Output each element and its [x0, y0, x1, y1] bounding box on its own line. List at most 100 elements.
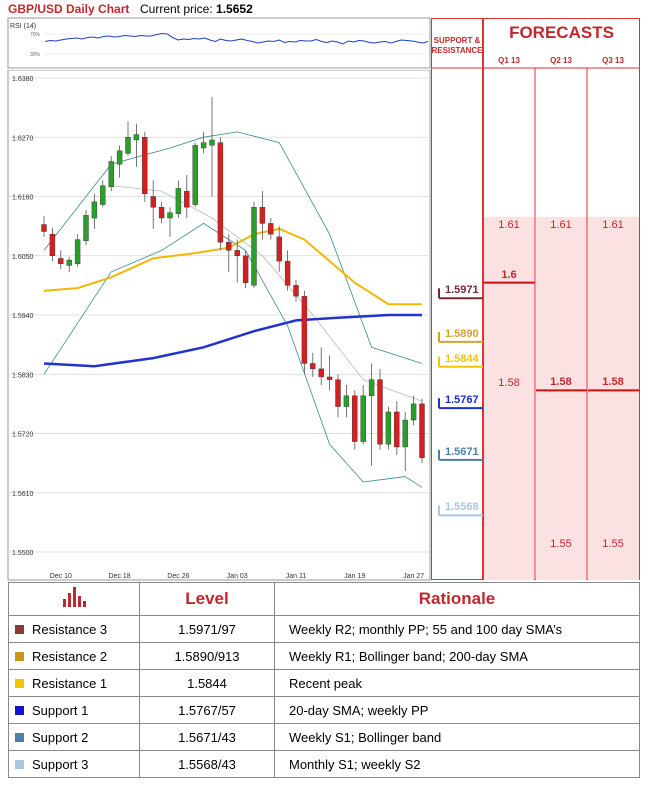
sr-level-label: 1.5844	[445, 352, 479, 365]
candle-body	[192, 145, 198, 205]
candle	[251, 201, 257, 289]
forecasts-graphic	[483, 18, 640, 580]
candle	[66, 256, 72, 272]
candle-body	[251, 207, 257, 286]
candle	[352, 390, 358, 450]
rsi-label: RSI (14)	[10, 23, 36, 30]
forecast-quarter-label: Q3 13	[602, 56, 624, 65]
sma-200-line	[43, 313, 422, 368]
x-tick-label: Dec 26	[167, 573, 189, 580]
level-name: Support 2	[32, 729, 89, 745]
forecast-mid-value: 1.6	[501, 268, 517, 281]
forecast-mid-value: 1.58	[602, 376, 624, 389]
forecasts-panel: FORECASTS Q1 13 1.61 1.6 1.58 Q2 13 1.61 1.58 1…	[483, 18, 640, 580]
candle	[158, 201, 165, 224]
candle-body	[175, 188, 182, 214]
forecast-range-band	[588, 216, 639, 580]
level-value: 1.5568/43	[139, 750, 275, 778]
candle-body	[100, 185, 106, 205]
candle-body	[377, 379, 383, 445]
candle	[343, 385, 350, 418]
candle	[49, 227, 56, 262]
y-tick-label: 1.5830	[12, 372, 34, 379]
x-tick-label: Jan 03	[227, 573, 248, 580]
candle	[175, 180, 182, 219]
candle-body	[343, 395, 350, 407]
candle-body	[310, 363, 316, 370]
level-rationale: Recent peak	[274, 669, 640, 697]
rsi-tick-low: 30%	[30, 52, 41, 58]
candle	[335, 374, 341, 418]
y-tick-label: 1.5500	[12, 550, 34, 557]
forecast-low-value: 1.55	[602, 538, 624, 550]
candle	[385, 406, 392, 450]
candle	[209, 96, 215, 197]
level-value: 1.5671/43	[139, 723, 275, 751]
level-value: 1.5844	[139, 669, 275, 697]
level-row: Resistance 1 1.5844 Recent peak	[8, 669, 640, 697]
bar-chart-icon	[8, 582, 140, 616]
y-tick-label: 1.5720	[12, 432, 34, 439]
x-tick-label: Jan 19	[344, 573, 365, 580]
candle-body	[116, 150, 123, 165]
candle	[83, 209, 89, 245]
candle	[268, 218, 274, 240]
candle	[125, 121, 131, 157]
candle-body	[125, 137, 131, 154]
y-tick-label: 1.6050	[12, 254, 34, 261]
candle	[377, 368, 383, 450]
level-name-cell: Resistance 2	[8, 642, 140, 670]
candle	[108, 156, 114, 192]
sr-level	[438, 356, 483, 368]
level-color-swatch	[15, 678, 24, 688]
candle-body	[385, 411, 392, 445]
candle-body	[158, 207, 165, 219]
level-color-swatch	[15, 651, 24, 661]
forecast-quarter-label: Q1 13	[498, 56, 520, 65]
level-name: Resistance 3	[32, 621, 108, 637]
candle-body	[150, 196, 156, 208]
candle-body	[394, 411, 400, 448]
candle	[419, 398, 425, 464]
y-tick-label: 1.6270	[12, 135, 34, 142]
rsi-line	[44, 32, 429, 45]
candle	[242, 250, 249, 289]
header-level: Level	[139, 582, 275, 616]
level-value: 1.5767/57	[139, 696, 275, 724]
level-name-cell: Resistance 3	[8, 615, 140, 643]
forecast-low-value: 1.58	[498, 377, 520, 390]
sr-levels-graphic	[431, 18, 483, 580]
sr-level-label: 1.5890	[445, 327, 479, 340]
candle	[368, 363, 375, 466]
sma-20-line	[111, 185, 423, 402]
level-rationale: Weekly R2; monthly PP; 55 and 100 day SM…	[274, 615, 640, 643]
level-rationale: Weekly R1; Bollinger band; 200-day SMA	[274, 642, 640, 670]
level-color-swatch	[15, 759, 24, 769]
header-rationale: Rationale	[274, 582, 640, 616]
y-tick-label: 1.6160	[12, 195, 34, 202]
candle-body	[368, 379, 375, 396]
bar-chart-icon-graphic	[63, 586, 86, 607]
candle	[133, 123, 140, 167]
candle-body	[108, 161, 114, 188]
bollinger-lower-line	[43, 222, 423, 488]
level-name: Support 3	[32, 756, 89, 772]
candle-body	[419, 403, 425, 458]
x-tick-label: Dec 10	[50, 573, 72, 580]
level-value: 1.5890/913	[139, 642, 275, 670]
candle-body	[234, 250, 240, 256]
candle	[217, 137, 224, 251]
forecast-high-value: 1.61	[550, 218, 572, 231]
candle-body	[360, 395, 366, 442]
current-price-label: Current price:	[140, 2, 213, 16]
rsi-frame	[7, 17, 431, 69]
level-color-swatch	[15, 624, 24, 634]
forecast-range-band	[484, 216, 535, 580]
candle	[91, 193, 98, 229]
levels-table: Level Rationale Resistance 3 1.5971/97 Wee…	[8, 582, 640, 778]
candle	[402, 411, 408, 472]
candle	[167, 207, 173, 237]
level-name-cell: Support 2	[8, 723, 140, 751]
candle-body	[83, 215, 89, 241]
level-name-cell: Support 3	[8, 750, 140, 778]
